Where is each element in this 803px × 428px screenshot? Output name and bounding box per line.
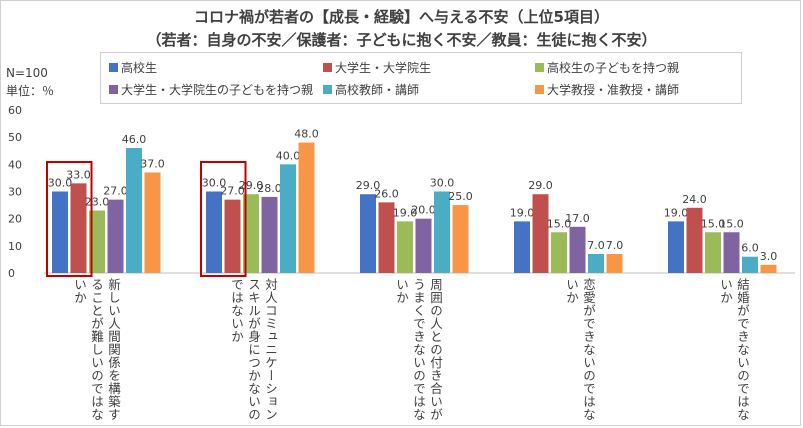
bar: [452, 205, 469, 273]
legend-item: 高校生: [109, 59, 157, 76]
data-label: 24.0: [682, 193, 707, 206]
bar: [668, 221, 684, 273]
bar: [224, 199, 241, 273]
bar: [206, 191, 222, 273]
legend-swatch: [535, 85, 544, 94]
data-label: 3.0: [760, 250, 778, 263]
highlight-box: [200, 161, 247, 277]
bar: [415, 218, 432, 273]
bar: [514, 221, 530, 273]
bar: [261, 196, 278, 273]
legend-label: 大学教授・准教授・講師: [547, 83, 680, 97]
legend-item: 大学教授・准教授・講師: [535, 81, 679, 98]
bar: [551, 232, 567, 273]
bar: [569, 226, 586, 273]
data-label: 25.0: [448, 190, 473, 203]
data-label: 27.0: [103, 185, 128, 198]
data-label: 15.0: [547, 217, 572, 230]
legend-label: 高校教師・講師: [335, 83, 420, 97]
bar: [397, 221, 413, 273]
legend-swatch: [535, 63, 544, 72]
bar: [606, 253, 623, 273]
unit-label: 単位：％: [6, 84, 55, 98]
y-tick-label: 30: [8, 186, 22, 199]
y-tick-label: 40: [8, 158, 22, 171]
data-label: 29.0: [528, 179, 553, 192]
bar: [434, 191, 450, 273]
bar: [243, 194, 259, 273]
category-label: 周囲の人との付き合いがうまくできないのではないか: [394, 278, 443, 421]
data-label: 7.0: [587, 239, 605, 252]
legend-swatch: [109, 85, 118, 94]
bar: [107, 199, 124, 273]
highlight-box: [46, 161, 93, 277]
data-label: 46.0: [122, 133, 147, 146]
data-label: 30.0: [202, 177, 227, 190]
chart-title: コロナ禍が若者の【成長・経験】へ与える不安（上位5項目）: [194, 8, 609, 26]
bar: [742, 256, 758, 273]
data-label: 15.0: [719, 217, 744, 230]
bar: [378, 202, 395, 273]
legend-swatch: [323, 63, 332, 72]
chart-subtitle: （若者：自身の不安／保護者：子どもに抱く不安／教員：生徒に抱く不安）: [146, 31, 657, 49]
legend-label: 高校生の子どもを持つ親: [547, 61, 680, 75]
category-label: 新しい人間関係を構築することが難しいのではないか: [72, 278, 121, 421]
bar: [532, 194, 549, 273]
bar: [70, 183, 87, 273]
bar: [52, 191, 68, 273]
category-label: 対人コミュニケーションスキルが身につかないのではないか: [229, 278, 278, 421]
bar: [89, 210, 105, 273]
data-label: 6.0: [741, 242, 759, 255]
bar: [760, 264, 777, 273]
data-label: 20.0: [411, 204, 436, 217]
bar: [280, 164, 296, 273]
bar: [126, 148, 142, 273]
bar: [298, 142, 315, 273]
data-label: 30.0: [430, 177, 455, 190]
sample-size: N=100: [6, 66, 48, 80]
legend-label: 高校生: [121, 61, 158, 75]
data-label: 15.0: [701, 217, 726, 230]
legend-label: 大学生・大学院生の子どもを持つ親: [121, 83, 314, 97]
data-label: 19.0: [510, 206, 535, 219]
data-label: 19.0: [393, 206, 418, 219]
legend-swatch: [109, 63, 118, 72]
data-label: 27.0: [220, 185, 245, 198]
data-label: 28.0: [257, 182, 282, 195]
data-label: 29.0: [356, 179, 381, 192]
data-label: 40.0: [276, 149, 301, 162]
bar: [723, 232, 740, 273]
legend-item: 大学生・大学院生: [323, 59, 431, 76]
bar: [705, 232, 721, 273]
data-label: 17.0: [565, 212, 590, 225]
data-label: 7.0: [606, 239, 624, 252]
y-tick-label: 0: [8, 267, 15, 280]
legend-item: 高校生の子どもを持つ親: [535, 59, 679, 76]
category-label: 結婚ができないのではないか: [718, 278, 750, 421]
data-label: 48.0: [294, 128, 319, 141]
data-label: 19.0: [664, 206, 689, 219]
legend-item: 大学生・大学院生の子どもを持つ親: [109, 81, 313, 98]
legend: 高校生 大学生・大学院生 高校生の子どもを持つ親 大学生・大学院生の子どもを持つ…: [100, 52, 742, 104]
bar: [144, 172, 161, 273]
y-tick-label: 60: [8, 104, 22, 117]
bar: [588, 253, 604, 273]
y-tick-label: 20: [8, 213, 22, 226]
data-label: 30.0: [48, 177, 73, 190]
legend-item: 高校教師・講師: [323, 81, 419, 98]
bar: [686, 207, 703, 273]
legend-swatch: [323, 85, 332, 94]
data-label: 26.0: [374, 187, 399, 200]
y-tick-label: 10: [8, 240, 22, 253]
y-tick-label: 50: [8, 131, 22, 144]
data-label: 37.0: [140, 157, 165, 170]
category-label: 恋愛ができないのではないか: [564, 278, 596, 421]
bar: [360, 194, 376, 273]
data-label: 33.0: [66, 168, 91, 181]
legend-label: 大学生・大学院生: [335, 61, 432, 75]
